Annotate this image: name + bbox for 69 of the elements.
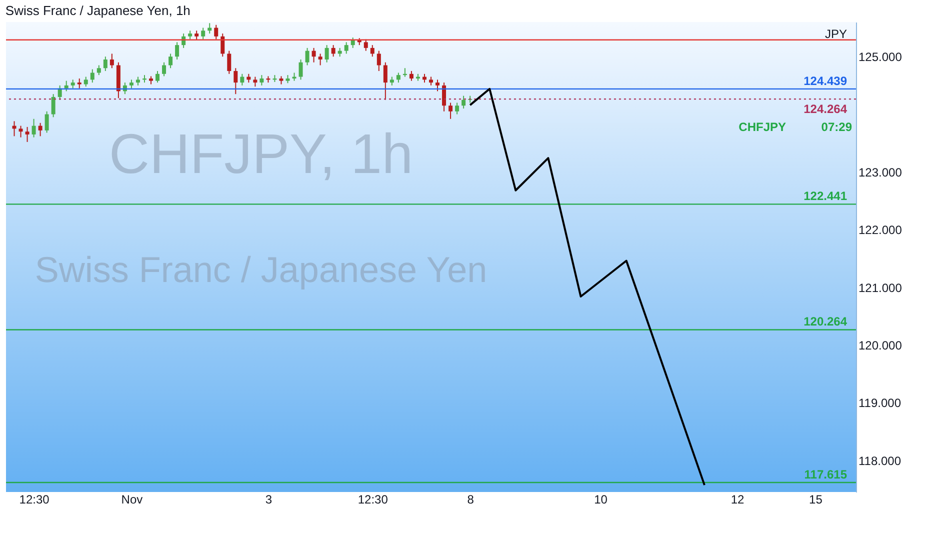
annotation: CHFJPY bbox=[738, 120, 786, 134]
candlestick bbox=[376, 50, 381, 72]
candlestick bbox=[448, 102, 453, 120]
candlestick bbox=[436, 79, 440, 92]
candlestick bbox=[32, 118, 36, 138]
candlestick bbox=[383, 62, 388, 100]
annotation: JPY bbox=[824, 27, 848, 41]
candlestick bbox=[96, 64, 101, 76]
y-tick-label: 119.000 bbox=[858, 396, 902, 410]
ref-line-label: 120.264 bbox=[804, 314, 848, 329]
candlestick bbox=[227, 50, 232, 74]
candlestick bbox=[194, 30, 199, 41]
candlestick bbox=[156, 70, 160, 84]
chart-title: Swiss Franc / Japanese Yen, 1h bbox=[5, 3, 190, 18]
candlestick bbox=[162, 62, 166, 77]
candlestick bbox=[298, 58, 303, 80]
ref-line-label: 117.615 bbox=[804, 467, 848, 482]
candlestick bbox=[455, 102, 460, 115]
candlestick bbox=[370, 44, 374, 58]
annotation: 07:29 bbox=[821, 120, 852, 134]
x-tick-label: 15 bbox=[809, 492, 823, 506]
candlestick bbox=[84, 76, 88, 88]
x-tick-label: 12 bbox=[730, 492, 745, 506]
ref-line-label: 124.264 bbox=[804, 102, 848, 116]
ref-line-label: 122.441 bbox=[804, 189, 848, 204]
x-tick-label: 10 bbox=[594, 492, 608, 506]
candlestick bbox=[409, 70, 414, 82]
y-tick-label: 118.000 bbox=[858, 454, 902, 468]
y-tick-label: 122.000 bbox=[858, 223, 902, 238]
candlestick bbox=[214, 24, 218, 40]
candlestick bbox=[253, 76, 258, 88]
ref-line-label: 124.439 bbox=[804, 74, 848, 88]
y-tick-label: 123.000 bbox=[858, 165, 902, 180]
candlestick bbox=[234, 68, 238, 95]
candlestick bbox=[44, 110, 49, 134]
candlestick bbox=[331, 44, 336, 58]
candlestick bbox=[220, 33, 225, 58]
candlestick bbox=[312, 47, 316, 63]
candlestick bbox=[64, 80, 68, 92]
candlestick bbox=[318, 53, 322, 66]
x-tick-label: 3 bbox=[265, 492, 272, 506]
candlestick bbox=[240, 73, 244, 86]
candlestick bbox=[175, 42, 180, 60]
candlestick bbox=[18, 125, 23, 138]
x-tick-label: 12:30 bbox=[358, 492, 388, 506]
candlestick bbox=[77, 78, 82, 89]
candlestick bbox=[51, 94, 56, 118]
candlestick bbox=[110, 53, 114, 69]
candlestick bbox=[344, 42, 348, 54]
candlestick bbox=[396, 72, 400, 84]
y-tick-label: 121.000 bbox=[858, 280, 902, 295]
candlestick bbox=[103, 56, 108, 72]
candlestick bbox=[25, 126, 30, 142]
candlestick bbox=[442, 82, 446, 112]
candlestick bbox=[462, 95, 466, 110]
y-tick-label: 125.000 bbox=[858, 50, 902, 64]
x-tick-label: 8 bbox=[467, 492, 474, 506]
candlestick bbox=[364, 38, 368, 52]
x-tick-label: 12:30 bbox=[19, 492, 50, 506]
candlestick bbox=[260, 74, 264, 86]
candlestick bbox=[350, 37, 355, 48]
candlestick bbox=[38, 122, 42, 137]
x-tick-label: Nov bbox=[121, 492, 143, 506]
candlestick bbox=[90, 68, 94, 84]
candlestick bbox=[168, 53, 173, 69]
y-tick-label: 120.000 bbox=[858, 338, 902, 352]
candlestick bbox=[201, 27, 206, 40]
candlestick bbox=[324, 44, 329, 63]
candlestick bbox=[305, 47, 310, 66]
